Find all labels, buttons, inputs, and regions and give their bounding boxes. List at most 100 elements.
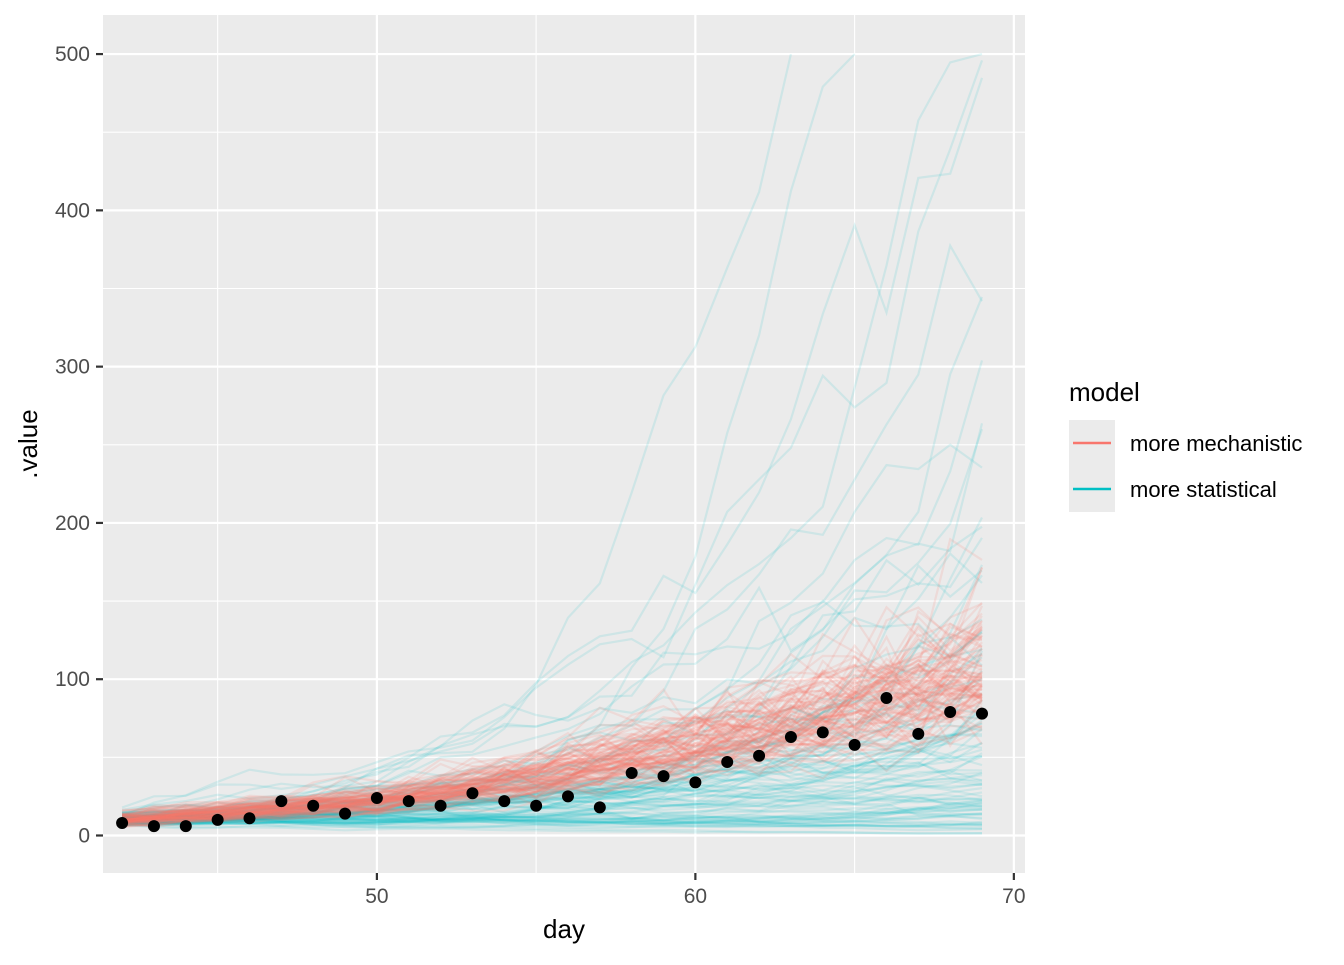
statistical-trajectory-66 (122, 516, 983, 821)
observed-point-16 (625, 766, 638, 779)
observed-point-21 (784, 731, 797, 744)
statistical-trajectory-28 (122, 669, 983, 822)
mechanistic-trajectory-16 (121, 566, 984, 816)
mechanistic-trajectory-53 (122, 692, 983, 824)
mechanistic-trajectory-47 (121, 663, 983, 823)
legend-label-1: more statistical (1130, 477, 1277, 502)
mechanistic-trajectory-88 (122, 685, 983, 824)
mechanistic-trajectory-73 (122, 672, 983, 823)
legend: model more mechanistic more statistical (1069, 377, 1302, 512)
x-tick-label-0: 50 (365, 885, 388, 908)
observed-point-20 (753, 749, 766, 762)
statistical-trajectory-21 (122, 797, 983, 826)
mechanistic-trajectory-58 (121, 692, 983, 823)
statistical-trajectory-23 (122, 810, 983, 827)
statistical-trajectory-82 (121, 77, 984, 811)
statistical-trajectory-55 (122, 242, 983, 819)
statistical-trajectory-14 (121, 636, 983, 819)
statistical-trajectory-51 (122, 811, 983, 824)
mechanistic-trajectory-65 (122, 609, 983, 815)
statistical-trajectory-22 (122, 733, 983, 825)
mechanistic-trajectory-2 (122, 721, 983, 827)
statistical-trajectory-39 (122, 618, 983, 819)
statistical-trajectory-34 (122, 726, 983, 819)
mechanistic-trajectory-89 (121, 605, 983, 813)
statistical-trajectory-18 (121, 53, 983, 809)
mechanistic-trajectory-59 (121, 537, 983, 820)
statistical-trajectory-32 (122, 813, 982, 829)
mechanistic-trajectory-34 (121, 632, 983, 822)
mechanistic-trajectory-37 (121, 679, 983, 827)
mechanistic-trajectory-5 (122, 680, 983, 826)
statistical-trajectory-78 (121, 742, 983, 823)
mechanistic-trajectory-95 (121, 641, 983, 817)
mechanistic-trajectory-92 (122, 685, 983, 823)
mechanistic-trajectory-41 (122, 664, 983, 820)
statistical-trajectory-95 (121, 728, 983, 823)
statistical-trajectory-71 (122, 755, 983, 820)
statistical-trajectory-84 (122, 707, 983, 821)
mechanistic-trajectory-78 (122, 615, 983, 821)
mechanistic-trajectory-51 (122, 695, 983, 824)
mechanistic-trajectory-26 (121, 652, 983, 821)
y-axis-title: .value (13, 409, 43, 478)
observed-point-1 (147, 820, 160, 833)
y-tick-label-3: 300 (55, 356, 90, 379)
observed-point-0 (116, 816, 129, 829)
y-tick-label-5: 500 (55, 43, 90, 66)
statistical-trajectory-27 (122, 733, 983, 819)
mechanistic-trajectory-0 (122, 648, 983, 824)
legend-label-0: more mechanistic (1130, 431, 1302, 456)
statistical-trajectory-64 (122, 811, 983, 826)
statistical-trajectory-49 (121, 428, 984, 820)
mechanistic-trajectory-7 (121, 699, 983, 824)
mechanistic-trajectory-8 (122, 668, 983, 822)
observed-point-7 (339, 807, 352, 820)
mechanistic-trajectory-55 (122, 653, 983, 820)
mechanistic-trajectory-90 (122, 671, 983, 824)
mechanistic-trajectory-21 (122, 681, 983, 822)
statistical-trajectory-0 (121, 53, 792, 824)
legend-title: model (1069, 377, 1140, 407)
statistical-trajectory-20 (122, 296, 984, 820)
mechanistic-trajectory-75 (121, 567, 984, 816)
mechanistic-trajectory-62 (122, 675, 983, 823)
mechanistic-trajectory-35 (121, 627, 983, 819)
observed-point-12 (498, 795, 511, 808)
observed-points (116, 691, 989, 833)
mechanistic-trajectory-60 (122, 663, 983, 819)
statistical-trajectory-73 (122, 810, 983, 824)
observed-point-10 (434, 799, 447, 812)
statistical-trajectory-79 (122, 815, 983, 832)
mechanistic-trajectory-44 (122, 697, 983, 825)
statistical-trajectory-69 (122, 599, 983, 819)
statistical-trajectory-37 (122, 647, 983, 824)
statistical-trajectory-10 (122, 777, 983, 827)
mechanistic-trajectory-94 (121, 670, 983, 825)
y-tick-label-2: 200 (55, 512, 90, 535)
mechanistic-trajectory-81 (121, 622, 983, 817)
observed-point-8 (370, 791, 383, 804)
statistical-trajectory-54 (121, 53, 856, 821)
mechanistic-trajectory-72 (121, 678, 983, 824)
statistical-trajectory-98 (122, 713, 983, 819)
observed-point-23 (848, 738, 861, 751)
statistical-trajectory-67 (122, 746, 983, 823)
statistical-trajectory-75 (122, 795, 983, 826)
statistical-trajectory-62 (122, 821, 982, 835)
observed-point-5 (275, 795, 288, 808)
statistical-trajectory-89 (122, 753, 983, 824)
mechanistic-trajectory-11 (122, 724, 983, 827)
statistical-trajectory-57 (122, 794, 983, 824)
mechanistic-trajectory-3 (121, 669, 983, 822)
observed-point-4 (243, 812, 256, 825)
mechanistic-trajectory-63 (122, 674, 983, 823)
statistical-trajectory-97 (122, 631, 983, 819)
mechanistic-trajectory-43 (121, 676, 983, 822)
mechanistic-trajectory-30 (122, 615, 983, 820)
mechanistic-trajectory-4 (122, 699, 983, 823)
observed-point-27 (976, 707, 989, 720)
statistical-trajectory-6 (122, 802, 983, 828)
mechanistic-trajectory-56 (122, 681, 983, 821)
